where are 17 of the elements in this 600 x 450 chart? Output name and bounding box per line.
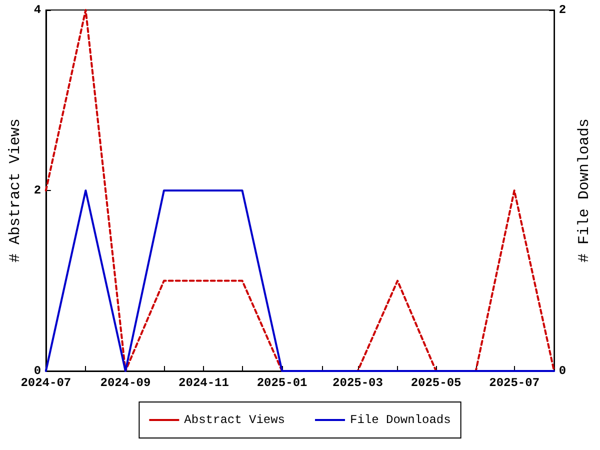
x-tick-label: 2024-07 — [20, 376, 72, 390]
y-tick-label: 2 — [34, 184, 42, 198]
legend-label: Abstract Views — [184, 413, 286, 427]
x-tick-label: 2025-01 — [256, 376, 308, 390]
y-tick-label: 0 — [34, 364, 42, 378]
y-tick-label: 4 — [34, 3, 42, 17]
y2-tick-label: 2 — [558, 3, 566, 17]
y2-axis-title: # File Downloads — [576, 118, 593, 263]
x-tick-label: 2025-07 — [489, 376, 540, 390]
x-tick-label: 2024-11 — [178, 376, 229, 390]
legend-label: File Downloads — [350, 413, 451, 427]
y-axis-title: # Abstract Views — [7, 118, 24, 263]
y2-tick-label: 0 — [558, 364, 566, 378]
line-series — [44, 9, 556, 372]
x-tick-label: 2025-05 — [410, 376, 462, 390]
x-tick-label: 2024-09 — [100, 376, 151, 390]
x-tick-label: 2025-03 — [332, 376, 383, 390]
